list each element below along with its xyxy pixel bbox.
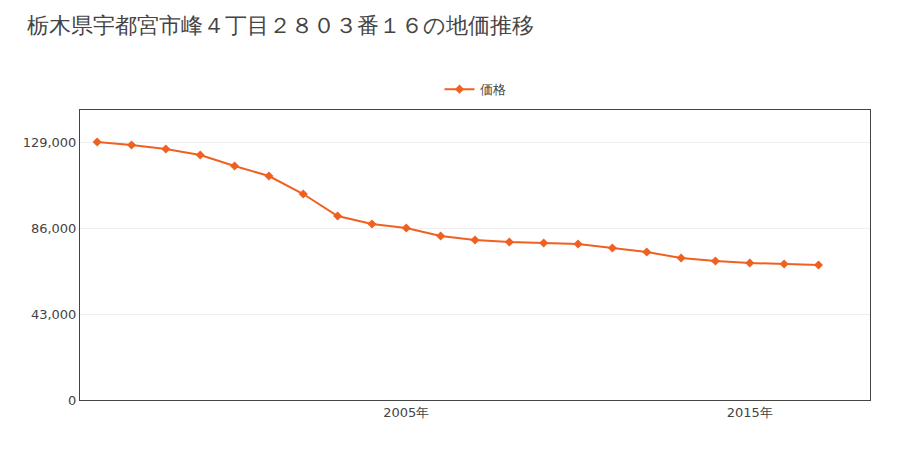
svg-text:129,000: 129,000 — [23, 135, 77, 150]
svg-text:2015年: 2015年 — [727, 405, 773, 420]
svg-text:43,000: 43,000 — [31, 307, 77, 322]
svg-text:86,000: 86,000 — [31, 221, 77, 236]
svg-text:0: 0 — [68, 393, 76, 408]
svg-text:2005年: 2005年 — [383, 405, 429, 420]
svg-text:価格: 価格 — [480, 82, 506, 97]
svg-text:栃木県宇都宮市峰４丁目２８０３番１６の地価推移: 栃木県宇都宮市峰４丁目２８０３番１６の地価推移 — [27, 13, 534, 38]
